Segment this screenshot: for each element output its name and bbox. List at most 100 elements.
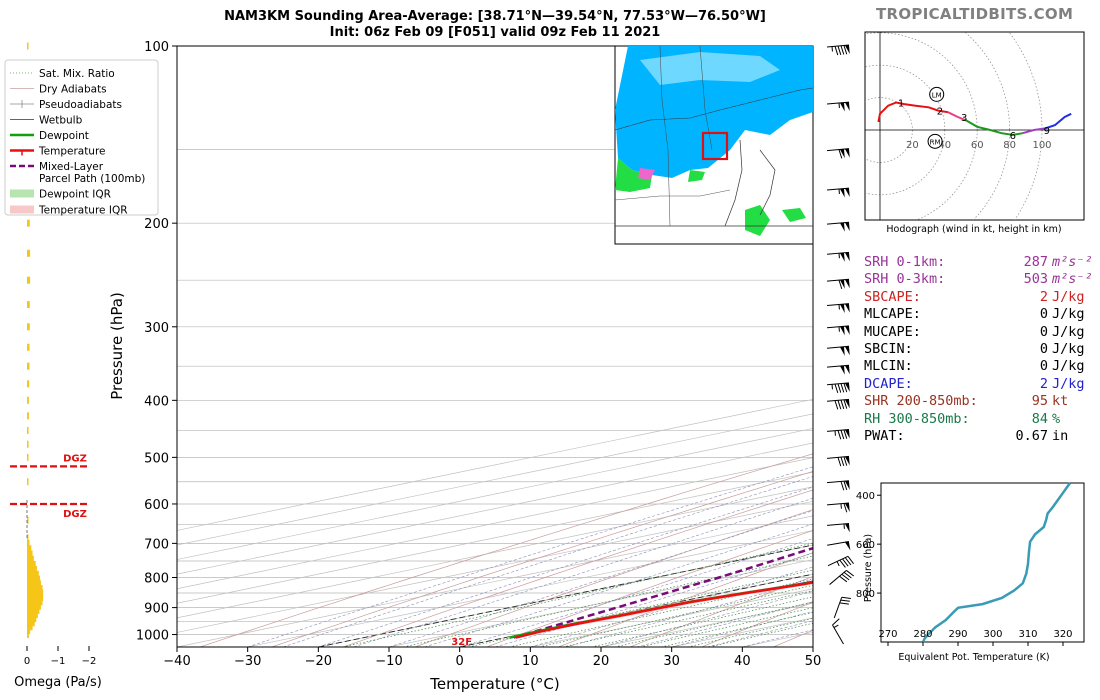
omega-bar xyxy=(27,426,29,434)
omega-bar xyxy=(27,516,29,524)
skewt-frame xyxy=(176,45,814,648)
storm-motion-marker xyxy=(929,86,945,102)
hodograph-segment xyxy=(947,111,967,122)
stat-row: MLCAPE: 0 J/kg xyxy=(864,306,1096,323)
wind-barb xyxy=(826,522,850,533)
stat-unit: m²s⁻² xyxy=(1052,254,1093,270)
hodograph-height-label: 1 xyxy=(898,98,904,109)
barb-full xyxy=(840,599,850,602)
barb-flag xyxy=(844,346,850,356)
stat-label: PWAT: xyxy=(864,427,905,444)
stat-label: MUCAPE: xyxy=(864,323,921,340)
barb-full xyxy=(840,430,845,440)
barb-full xyxy=(841,596,851,599)
hodograph-segment xyxy=(1044,112,1072,130)
stat-label: SBCAPE: xyxy=(864,288,921,305)
legend-label: Pseudoadiabats xyxy=(39,99,122,111)
stat-unit: J/kg xyxy=(1052,306,1085,323)
mixing-ratio-line xyxy=(403,555,813,647)
barb-flag xyxy=(844,325,850,335)
stat-value: 287 xyxy=(1023,254,1048,270)
stat-value: 2 xyxy=(1039,288,1048,305)
omega-bar xyxy=(27,560,36,568)
wind-barb xyxy=(826,278,850,290)
barb-full xyxy=(834,383,839,394)
barb-staff xyxy=(826,251,850,255)
stat-value: 0.67 xyxy=(1015,427,1048,444)
barb-flag xyxy=(844,429,850,439)
surface-temp-label: 32F xyxy=(451,637,472,648)
barb-full xyxy=(834,46,839,56)
omega-panel: DGZ DGZ 0 −1 −2 xyxy=(10,42,96,667)
barb-staff xyxy=(826,502,850,506)
wind-barb xyxy=(833,596,851,619)
stat-row: SRH 0-1km: 287 m²s⁻² xyxy=(864,254,1096,271)
theta-e-x-tick-label: 290 xyxy=(948,629,967,640)
mix-area xyxy=(638,168,655,180)
barb-full xyxy=(842,558,849,567)
omega-bar xyxy=(27,539,30,547)
barb-flag xyxy=(844,102,850,112)
isotherm-dashed xyxy=(318,544,813,647)
rain-area-2 xyxy=(688,170,705,182)
pseudoadiabat xyxy=(353,497,813,647)
barb-full xyxy=(841,573,850,581)
stat-unit: kt xyxy=(1052,393,1069,410)
radar-inset-map xyxy=(614,45,814,245)
wind-barbs xyxy=(826,44,855,645)
stat-row: SBCAPE: 2 J/kg xyxy=(864,289,1096,306)
hodograph-ring-label: 100 xyxy=(1032,140,1051,151)
omega-bar xyxy=(27,619,35,627)
theta-e-x-tick-label: 310 xyxy=(1018,629,1037,640)
legend-swatch xyxy=(10,189,34,198)
barb-flag xyxy=(839,326,845,336)
barb-flag xyxy=(844,523,850,533)
stat-label: SBCIN: xyxy=(864,340,913,357)
stat-row: RH 300-850mb: 84% xyxy=(864,411,1096,428)
omega-bar xyxy=(27,550,33,558)
isotherm xyxy=(177,428,813,560)
wind-barb xyxy=(827,540,851,551)
omega-bar xyxy=(27,606,40,614)
mixing-ratio-line xyxy=(687,617,813,647)
y-tick-label: 400 xyxy=(144,394,169,409)
wind-barb xyxy=(827,555,854,568)
barb-full xyxy=(837,457,842,467)
theta-e-xlabel: Equivalent Pot. Temperature (K) xyxy=(898,652,1049,663)
barb-full xyxy=(838,149,843,159)
barb-full xyxy=(843,456,848,466)
barb-staff xyxy=(827,555,849,567)
barb-flag xyxy=(844,188,850,198)
omega-bar xyxy=(27,623,33,631)
legend-label: Dewpoint IQR xyxy=(39,189,111,201)
stat-label: DCAPE: xyxy=(864,375,913,392)
theta-e-x-tick-label: 270 xyxy=(878,629,897,640)
x-tick-label: −20 xyxy=(305,654,332,669)
wind-barb xyxy=(826,502,850,513)
theta-e-line xyxy=(921,482,1072,643)
hodograph-ring-label: 20 xyxy=(906,140,919,151)
omega-tick-label: −1 xyxy=(51,656,66,667)
barb-half xyxy=(836,561,840,567)
storm-motion-label: RM xyxy=(930,138,941,146)
omega-bar xyxy=(27,323,30,331)
x-tick-label: −10 xyxy=(375,654,402,669)
barb-staff xyxy=(826,148,850,152)
barb-flag xyxy=(844,503,850,512)
legend-box xyxy=(4,59,159,216)
stat-value: 503 xyxy=(1023,271,1048,288)
rain-area xyxy=(615,158,652,192)
theta-e-panel: 270 280 290 300 310 320 400 600 800 xyxy=(856,482,1085,646)
omega-bar xyxy=(27,219,30,227)
omega-bar xyxy=(27,570,39,578)
omega-bar xyxy=(27,301,30,309)
temperature-line xyxy=(515,581,813,639)
x-tick-label: 40 xyxy=(734,654,751,669)
light-snow-area xyxy=(640,52,780,85)
omega-bar xyxy=(27,249,31,257)
pseudoadiabat xyxy=(565,579,813,647)
legend-label: Mixed-Layer xyxy=(39,161,104,173)
skewt-ylabel: Pressure (hPa) xyxy=(108,292,126,400)
stat-unit: J/kg xyxy=(1052,358,1085,375)
